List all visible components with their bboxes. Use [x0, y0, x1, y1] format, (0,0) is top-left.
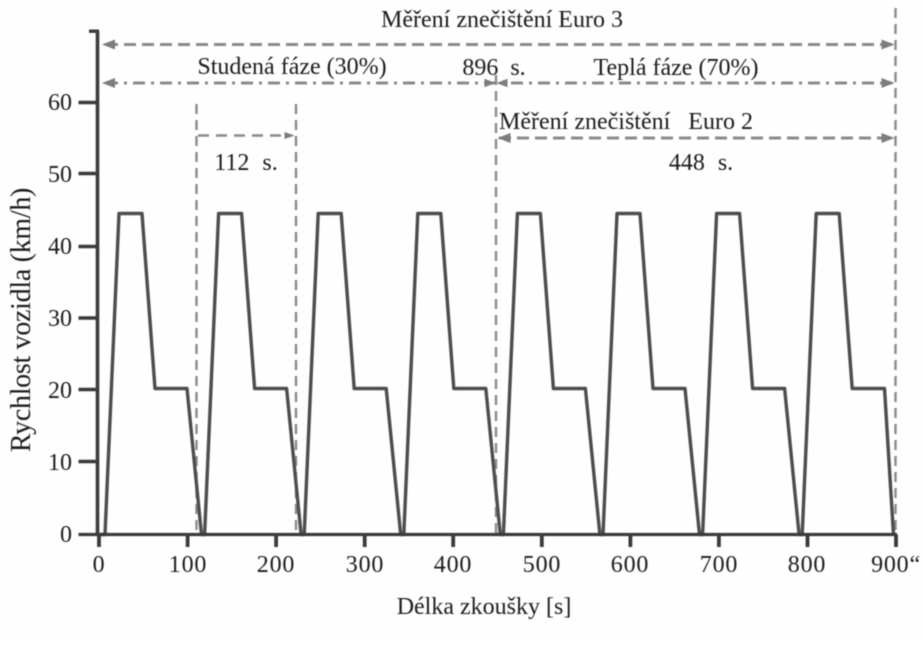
svg-text:100: 100 — [169, 552, 207, 578]
svg-text:896 s.: 896 s. — [462, 55, 525, 81]
svg-text:900“: 900“ — [871, 552, 921, 578]
svg-text:600: 600 — [611, 552, 649, 578]
svg-text:800: 800 — [788, 552, 826, 578]
svg-text:30: 30 — [48, 306, 72, 332]
svg-text:0: 0 — [60, 522, 72, 548]
svg-text:112 s.: 112 s. — [214, 150, 277, 176]
svg-text:Měření znečištění Euro 2: Měření znečištění Euro 2 — [499, 109, 753, 135]
svg-text:400: 400 — [434, 552, 472, 578]
svg-text:700: 700 — [700, 552, 738, 578]
svg-text:300: 300 — [346, 552, 384, 578]
svg-text:Měření znečištění Euro 3: Měření znečištění Euro 3 — [381, 7, 623, 33]
svg-text:448 s.: 448 s. — [669, 150, 733, 176]
svg-text:0: 0 — [93, 552, 106, 578]
svg-text:200: 200 — [257, 552, 295, 578]
svg-text:60: 60 — [48, 90, 72, 116]
svg-text:Studená fáze (30%): Studená fáze (30%) — [197, 54, 386, 80]
svg-text:500: 500 — [523, 552, 561, 578]
svg-text:10: 10 — [48, 450, 72, 476]
svg-text:20: 20 — [48, 378, 72, 404]
svg-text:Délka zkoušky [s]: Délka zkoušky [s] — [397, 594, 572, 620]
svg-text:50: 50 — [48, 162, 72, 188]
svg-text:40: 40 — [48, 234, 72, 260]
svg-text:Rychlost vozidla (km/h): Rychlost vozidla (km/h) — [6, 188, 37, 452]
svg-text:Teplá fáze (70%): Teplá fáze (70%) — [594, 55, 759, 81]
